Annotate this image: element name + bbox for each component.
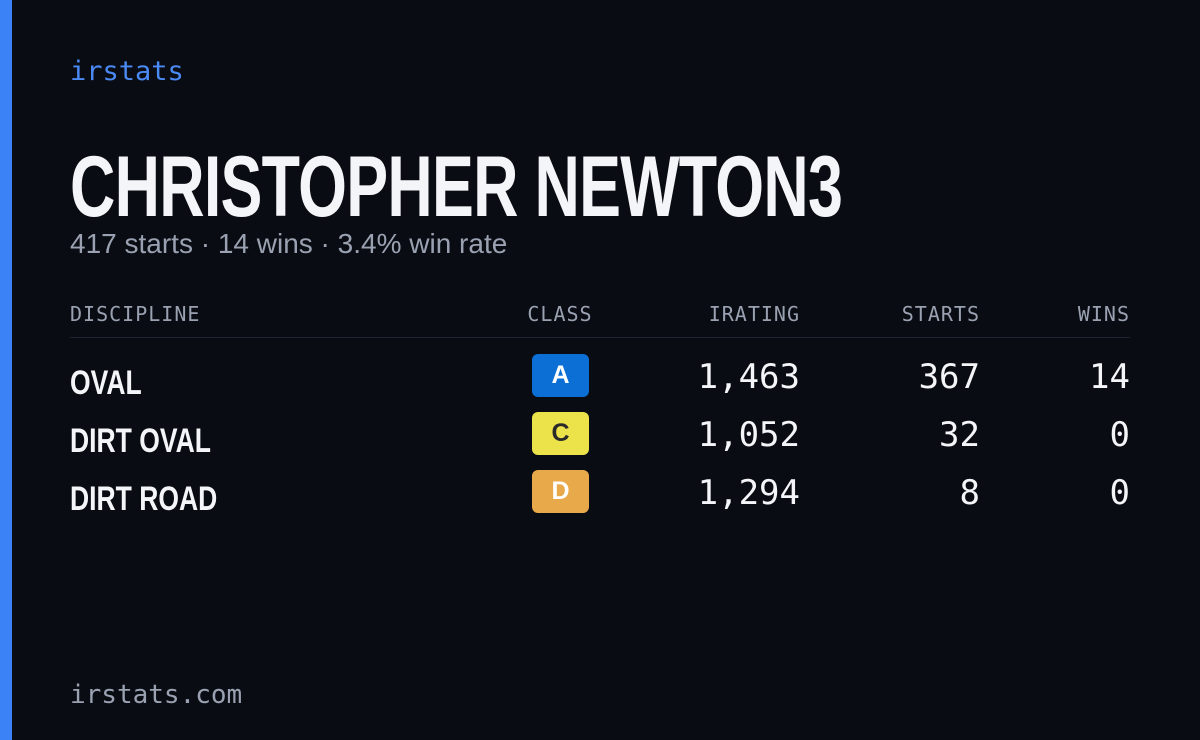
discipline: DIRT OVAL xyxy=(70,422,211,460)
irating-value: 1,052 xyxy=(697,415,800,455)
footer: irstats.com xyxy=(70,680,243,710)
starts-value: 8 xyxy=(959,473,980,513)
wins-value: 14 xyxy=(1089,357,1130,397)
driver-name: CHRISTOPHER NEWTON3 xyxy=(70,139,843,235)
column-header: WINS xyxy=(1077,302,1130,326)
header-rule xyxy=(70,337,1130,338)
wins-value: 0 xyxy=(1109,473,1130,513)
discipline: OVAL xyxy=(70,364,142,402)
starts-value: 367 xyxy=(918,357,980,397)
brand: irstats xyxy=(70,56,184,87)
irating-value: 1,463 xyxy=(697,357,800,397)
column-header: CLASS xyxy=(527,302,593,326)
class-badge: C xyxy=(532,412,589,455)
class-badge: D xyxy=(532,470,589,513)
wins-value: 0 xyxy=(1109,415,1130,455)
class-badge: A xyxy=(532,354,589,397)
summary: 417 starts · 14 wins · 3.4% win rate xyxy=(70,228,508,259)
irating-value: 1,294 xyxy=(697,473,800,513)
column-header: DISCIPLINE xyxy=(70,302,201,326)
accent-stripe xyxy=(0,0,12,740)
discipline: DIRT ROAD xyxy=(70,480,218,518)
column-header: STARTS xyxy=(901,302,980,326)
starts-value: 32 xyxy=(939,415,980,455)
column-header: IRATING xyxy=(708,302,800,326)
